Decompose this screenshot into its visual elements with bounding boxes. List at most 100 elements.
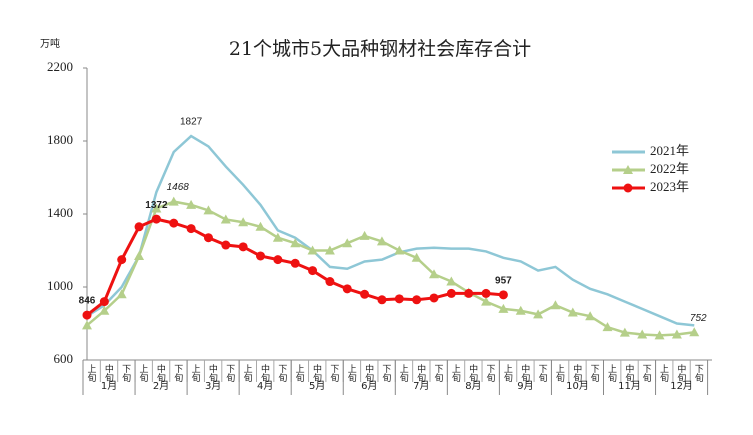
point: [394, 294, 404, 304]
point: [134, 222, 144, 232]
point: [567, 307, 578, 317]
chart-title: 21个城市5大品种钢材社会库存合计: [229, 38, 531, 60]
point: [238, 242, 248, 252]
x-tick-label: 中旬: [415, 363, 426, 383]
y-tick-label: 2200: [47, 59, 73, 74]
point: [515, 305, 526, 315]
month-label: 3月: [205, 380, 221, 392]
point: [602, 322, 613, 332]
point: [134, 250, 145, 260]
y-unit: 万吨: [40, 37, 60, 50]
x-tick-label: 上旬: [502, 364, 513, 383]
point: [654, 330, 665, 340]
point: [411, 252, 422, 262]
point: [168, 196, 179, 206]
x-tick-label: 下旬: [224, 364, 235, 383]
point: [359, 230, 370, 240]
point: [429, 269, 439, 279]
point: [360, 289, 370, 299]
month-label: 8月: [465, 380, 481, 392]
month-label: 12月: [670, 380, 693, 392]
legend-label: 2022年: [650, 161, 689, 176]
point: [186, 199, 197, 209]
point: [325, 277, 335, 287]
y-tick-label: 1400: [47, 205, 73, 220]
legend-label: 2023年: [650, 179, 689, 194]
point: [377, 295, 387, 305]
point: [342, 238, 353, 248]
series-line: [86, 134, 695, 327]
value-label: 1827: [180, 117, 203, 128]
point: [169, 218, 179, 228]
point: [221, 240, 231, 250]
x-tick-label: 下旬: [172, 364, 183, 383]
x-tick-label: 中旬: [155, 363, 166, 383]
point: [446, 276, 457, 286]
point: [307, 245, 318, 255]
x-tick-label: 下旬: [120, 364, 131, 383]
point: [324, 245, 335, 255]
month-label: 5月: [309, 380, 325, 392]
point: [238, 217, 249, 227]
point: [429, 293, 439, 303]
x-tick-label: 上旬: [450, 364, 461, 383]
point: [82, 310, 92, 320]
point: [498, 290, 508, 300]
point: [481, 288, 491, 298]
x-tick-label: 上旬: [190, 364, 201, 383]
x-tick-label: 上旬: [294, 364, 305, 383]
month-label: 10月: [566, 380, 589, 392]
month-label: 6月: [361, 380, 377, 392]
y-tick-label: 600: [54, 351, 74, 366]
month-label: 1月: [101, 380, 117, 392]
x-tick-label: 上旬: [658, 364, 669, 383]
point: [481, 296, 492, 306]
point: [82, 320, 92, 330]
x-tick-label: 下旬: [537, 364, 548, 383]
x-tick-label: 中旬: [675, 363, 686, 383]
series-line: [86, 200, 695, 337]
point: [203, 233, 213, 243]
point: [99, 297, 109, 307]
month-label: 11月: [618, 380, 641, 392]
point: [290, 238, 301, 248]
x-tick-label: 中旬: [623, 363, 634, 383]
x-tick-label: 上旬: [138, 364, 149, 383]
month-label: 9月: [517, 380, 533, 392]
y-tick-label: 1000: [47, 278, 73, 293]
x-tick-label: 中旬: [259, 363, 270, 383]
x-tick-label: 中旬: [311, 363, 322, 383]
value-label: 1468: [167, 182, 190, 193]
point: [342, 284, 352, 294]
y-tick-label: 1800: [47, 132, 73, 147]
point: [272, 232, 283, 242]
x-tick-label: 下旬: [693, 364, 704, 383]
point: [533, 309, 544, 319]
point: [308, 266, 318, 276]
point: [273, 255, 283, 265]
x-tick-label: 上旬: [554, 364, 565, 383]
legend-marker: [623, 165, 633, 174]
x-tick-label: 上旬: [398, 364, 409, 383]
point: [220, 214, 231, 224]
month-label: 7月: [413, 380, 429, 392]
x-tick-label: 上旬: [85, 364, 96, 383]
point: [116, 289, 127, 299]
value-label: 1372: [145, 200, 168, 211]
x-tick-label: 中旬: [519, 363, 530, 383]
month-label: 2月: [153, 380, 169, 392]
point: [637, 329, 648, 339]
x-tick-label: 中旬: [571, 363, 582, 383]
point: [689, 327, 700, 337]
x-tick-label: 中旬: [363, 363, 374, 383]
value-label: 846: [79, 296, 96, 307]
x-tick-label: 中旬: [207, 363, 218, 383]
point: [186, 224, 196, 234]
legend-label: 2021年: [650, 143, 689, 158]
x-tick-label: 上旬: [346, 364, 357, 383]
x-tick-label: 下旬: [432, 364, 443, 383]
point: [446, 288, 456, 298]
point: [290, 258, 300, 268]
x-tick-label: 下旬: [276, 364, 287, 383]
